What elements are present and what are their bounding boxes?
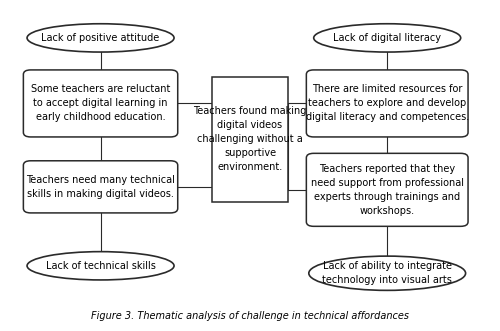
FancyBboxPatch shape [24, 161, 178, 213]
FancyBboxPatch shape [24, 70, 178, 137]
Text: Teachers need many technical
skills in making digital videos.: Teachers need many technical skills in m… [26, 175, 175, 199]
Text: Lack of ability to integrate
technology into visual arts: Lack of ability to integrate technology … [322, 261, 452, 285]
Text: Figure 3. Thematic analysis of challenge in technical affordances: Figure 3. Thematic analysis of challenge… [91, 311, 409, 321]
Text: Teachers found making
digital videos
challenging without a
supportive
environmen: Teachers found making digital videos cha… [194, 106, 306, 172]
Text: Lack of technical skills: Lack of technical skills [46, 261, 156, 271]
Ellipse shape [309, 256, 466, 290]
FancyBboxPatch shape [212, 76, 288, 202]
Text: Teachers reported that they
need support from professional
experts through train: Teachers reported that they need support… [310, 164, 464, 216]
Text: Lack of positive attitude: Lack of positive attitude [42, 33, 160, 43]
Ellipse shape [27, 252, 174, 280]
FancyBboxPatch shape [306, 153, 468, 226]
Text: There are limited resources for
teachers to explore and develop
digital literacy: There are limited resources for teachers… [306, 84, 469, 122]
Text: Some teachers are reluctant
to accept digital learning in
early childhood educat: Some teachers are reluctant to accept di… [31, 84, 170, 122]
FancyBboxPatch shape [306, 70, 468, 137]
Ellipse shape [27, 24, 174, 52]
Text: Lack of digital literacy: Lack of digital literacy [333, 33, 441, 43]
Ellipse shape [314, 24, 460, 52]
